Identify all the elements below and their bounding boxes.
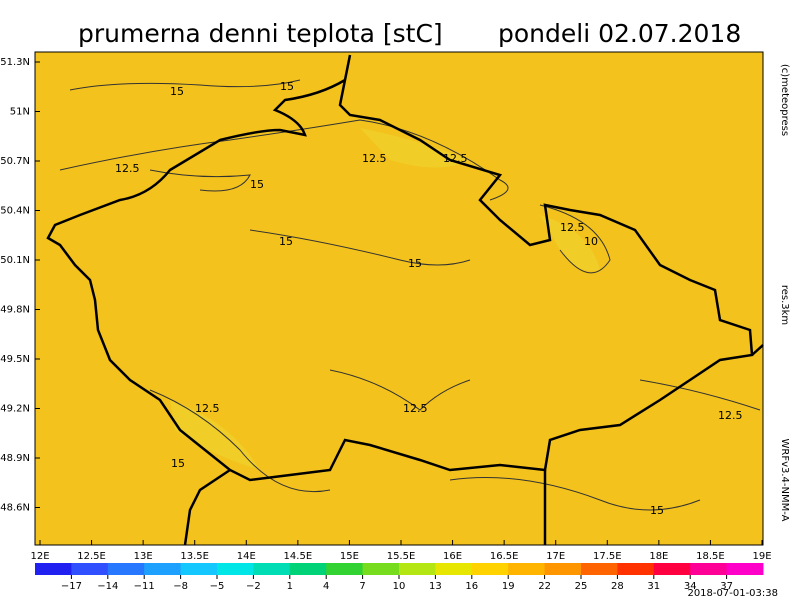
colorbar-cell bbox=[107, 563, 145, 575]
contours bbox=[59, 79, 761, 511]
colorbar-cell bbox=[71, 563, 109, 575]
contour-label: 12.5 bbox=[560, 221, 585, 234]
lat-label: 51N bbox=[10, 107, 30, 118]
colorbar-label: −17 bbox=[61, 581, 82, 592]
lon-label: 13E bbox=[134, 551, 153, 562]
resolution: res.3km bbox=[779, 285, 790, 325]
contour-label: 15 bbox=[279, 235, 293, 248]
contour-label: 10 bbox=[584, 235, 598, 248]
colorbar-cell bbox=[399, 563, 436, 575]
neighbour-borders bbox=[183, 344, 764, 546]
contour-label: 12.5 bbox=[718, 409, 743, 422]
colorbar-label: 34 bbox=[684, 581, 697, 592]
lat-label: 50.1N bbox=[0, 255, 30, 266]
model: WRFv3.4-NMM-A bbox=[779, 439, 790, 522]
lon-label: 18E bbox=[649, 551, 668, 562]
contour-label: 12.5 bbox=[115, 162, 140, 175]
colorbar-cell bbox=[544, 563, 582, 575]
contour-label: 15 bbox=[408, 257, 422, 270]
colorbar-label: −2 bbox=[246, 581, 261, 592]
lon-label: 17E bbox=[546, 551, 565, 562]
lon-label: 14.5E bbox=[284, 551, 313, 562]
colorbar-label: −11 bbox=[134, 581, 155, 592]
colorbar-cell bbox=[362, 563, 400, 575]
lat-label: 50.4N bbox=[0, 206, 30, 217]
colorbar-label: 31 bbox=[647, 581, 660, 592]
contour-label: 12.5 bbox=[195, 402, 220, 415]
lon-label: 18.5E bbox=[696, 551, 725, 562]
country-border bbox=[46, 54, 754, 482]
colorbar-cell bbox=[508, 563, 546, 575]
contour-label: 15 bbox=[650, 504, 664, 517]
colorbar-label: 1 bbox=[287, 581, 293, 592]
copyright: (c)meteopress bbox=[779, 64, 790, 136]
colorbar-label: 16 bbox=[465, 581, 478, 592]
colorbar-cell bbox=[471, 563, 509, 575]
lat-label: 49.2N bbox=[0, 404, 30, 415]
colorbar-cell bbox=[690, 563, 728, 575]
lat-label: 48.6N bbox=[0, 503, 30, 514]
contour-label: 12.5 bbox=[443, 152, 468, 165]
colorbar-cell bbox=[253, 563, 291, 575]
contour-label: 15 bbox=[280, 80, 294, 93]
map-date: pondeli 02.07.2018 bbox=[498, 19, 741, 48]
colorbar-label: −8 bbox=[173, 581, 188, 592]
colorbar-cell bbox=[326, 563, 364, 575]
contour-label: 15 bbox=[250, 178, 264, 191]
colorbar-label: 13 bbox=[429, 581, 442, 592]
colorbar-label: 7 bbox=[359, 581, 365, 592]
colorbar-cell bbox=[289, 563, 327, 575]
colorbar-cell bbox=[35, 563, 72, 575]
colorbar-label: 22 bbox=[538, 581, 551, 592]
colorbar-cell bbox=[653, 563, 691, 575]
colorbar-label: 4 bbox=[323, 581, 329, 592]
colorbar-cell bbox=[217, 563, 254, 575]
colorbar-cell bbox=[581, 563, 618, 575]
colorbar-label: 37 bbox=[720, 581, 733, 592]
lon-label: 13.5E bbox=[180, 551, 209, 562]
warm-patches bbox=[170, 128, 600, 470]
lat-label: 49.5N bbox=[0, 354, 30, 365]
lon-label: 15.5E bbox=[387, 551, 416, 562]
colorbar-label: 10 bbox=[393, 581, 406, 592]
lon-label: 12.5E bbox=[77, 551, 106, 562]
lon-label: 12E bbox=[30, 551, 49, 562]
lat-label: 50.7N bbox=[0, 156, 30, 167]
lon-label: 16E bbox=[443, 551, 462, 562]
colorbar-label: 25 bbox=[575, 581, 588, 592]
contour-label: 12.5 bbox=[362, 152, 387, 165]
colorbar-label: 19 bbox=[502, 581, 515, 592]
contour-label: 15 bbox=[171, 457, 185, 470]
colorbar-cell bbox=[617, 563, 655, 575]
colorbar-cell bbox=[726, 563, 764, 575]
colorbar-label: −14 bbox=[97, 581, 118, 592]
lon-label: 16.5E bbox=[490, 551, 519, 562]
colorbar-cell bbox=[180, 563, 218, 575]
lon-label: 17.5E bbox=[593, 551, 622, 562]
lon-label: 15E bbox=[340, 551, 359, 562]
lon-label: 14E bbox=[237, 551, 256, 562]
map-title: prumerna denni teplota [stC] bbox=[78, 19, 443, 48]
timestamp: 2018-07-01-03:38 bbox=[687, 588, 778, 599]
lat-label: 49.8N bbox=[0, 305, 30, 316]
colorbar-cell bbox=[435, 563, 473, 575]
lat-label: 51.3N bbox=[0, 57, 30, 68]
colorbar-label: 28 bbox=[611, 581, 624, 592]
contour-label: 12.5 bbox=[403, 402, 428, 415]
lat-label: 48.9N bbox=[0, 453, 30, 464]
map-area bbox=[34, 51, 764, 546]
contour-label: 15 bbox=[170, 85, 184, 98]
colorbar-cell bbox=[144, 563, 182, 575]
lon-label: 19E bbox=[752, 551, 771, 562]
colorbar-label: −5 bbox=[210, 581, 225, 592]
